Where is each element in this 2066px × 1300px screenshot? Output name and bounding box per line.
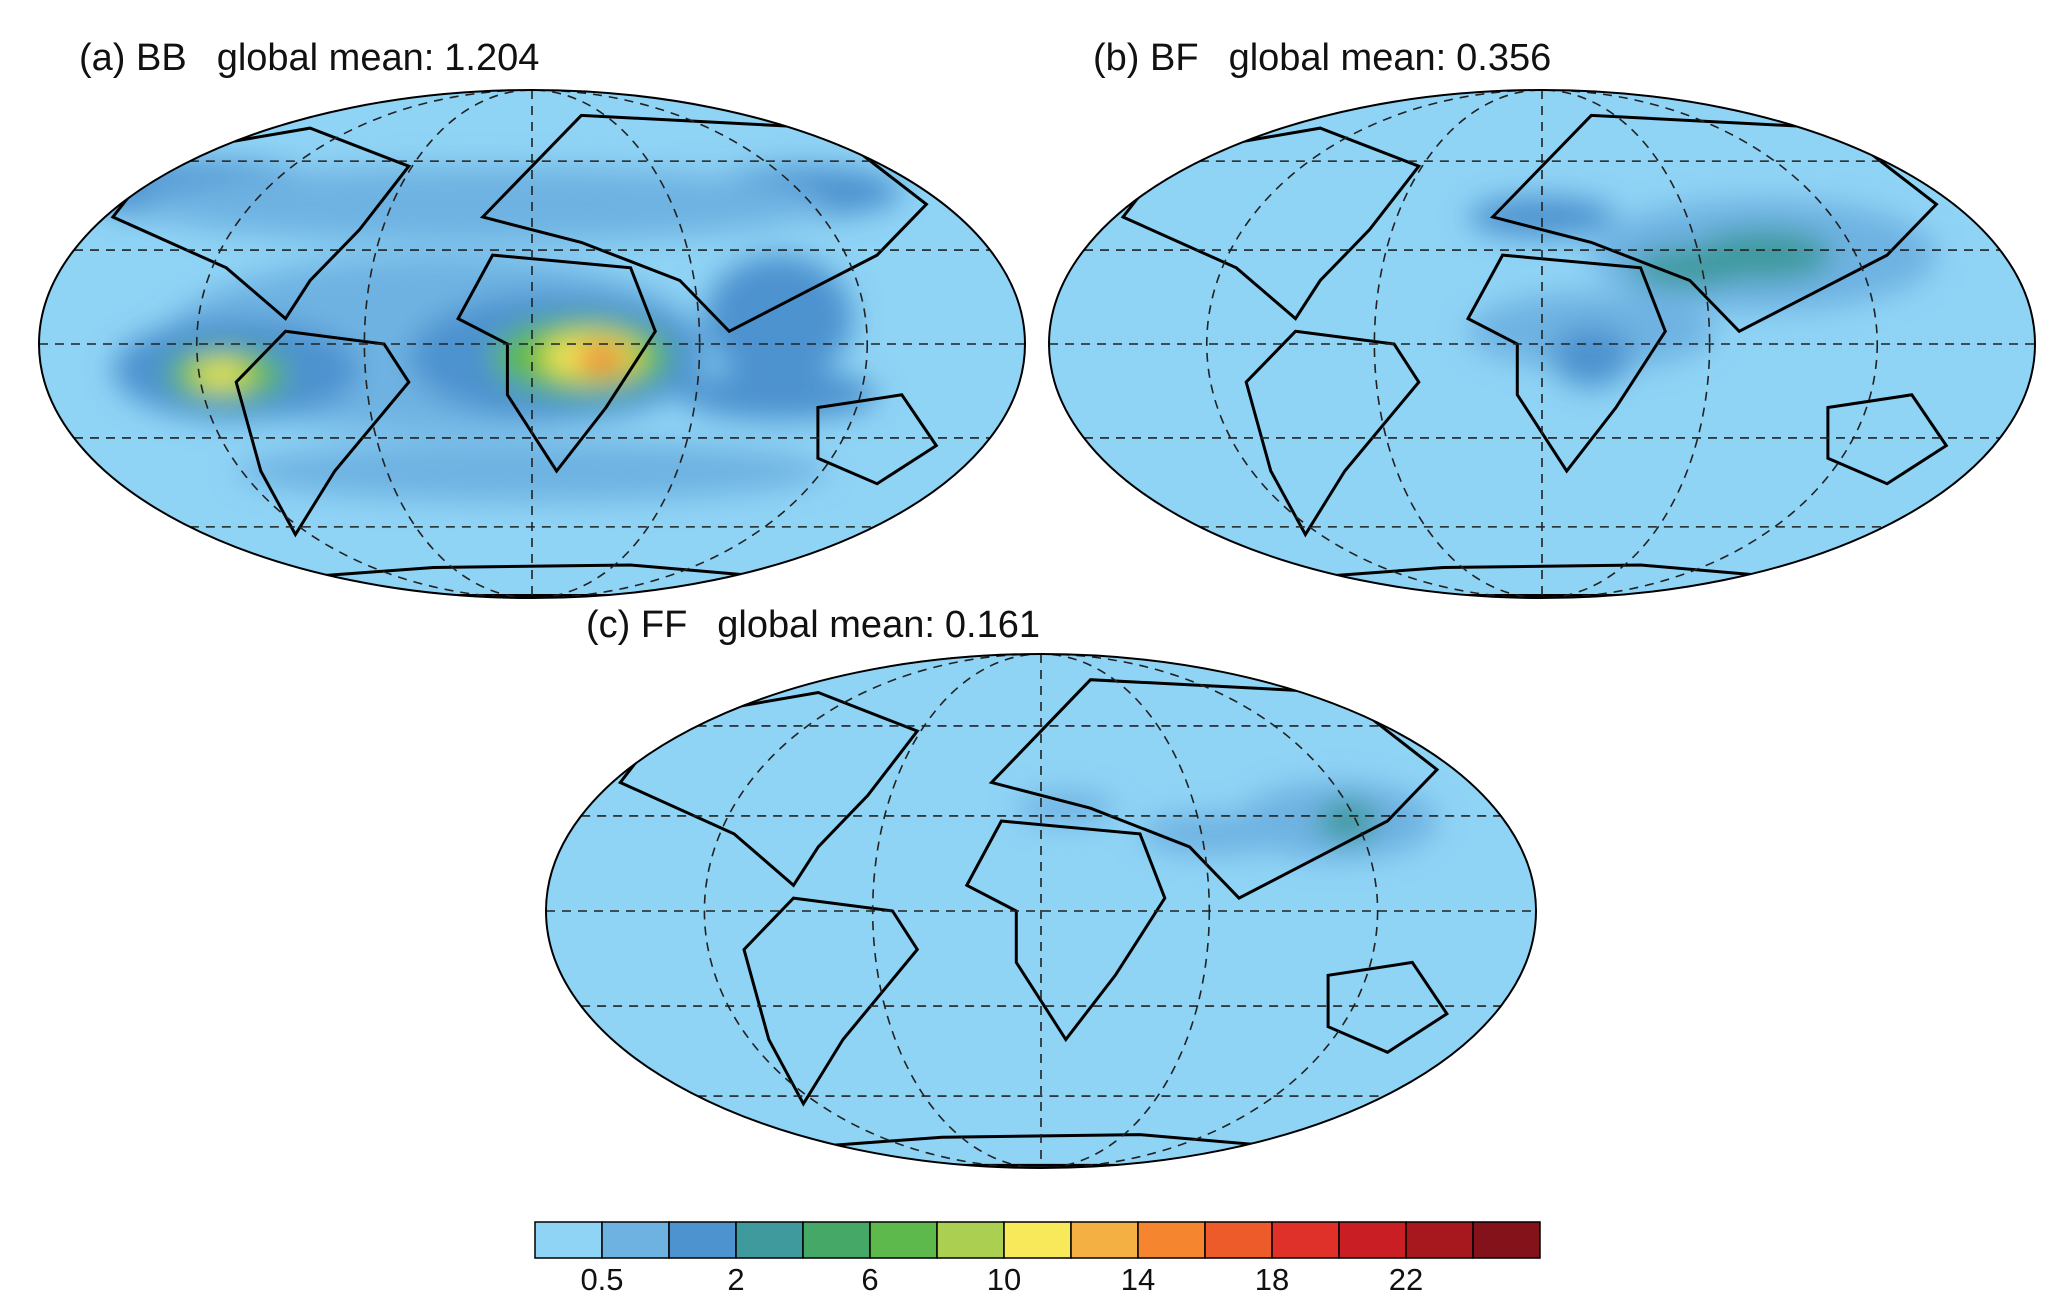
coastline [1489, 113, 1939, 334]
coastline [964, 819, 1167, 1043]
concentration-patch [1140, 813, 1289, 855]
mean-value: 1.204 [444, 37, 539, 79]
map-field [39, 90, 1025, 598]
panel-label: (a) BB [79, 37, 187, 79]
colorbar-box [601, 1221, 670, 1259]
coastline [617, 690, 920, 888]
coastline [742, 896, 920, 1107]
colorbar-box [668, 1221, 737, 1259]
coastline [1465, 253, 1667, 474]
mean-value: 0.161 [945, 604, 1040, 646]
coastline [1244, 329, 1421, 538]
colorbar-box [1137, 1221, 1206, 1259]
colorbar-box [534, 1221, 603, 1259]
map-panel: (a) BB global mean: 1.204 [38, 37, 1026, 599]
meridian [195, 90, 869, 598]
coastline [456, 253, 657, 474]
map-panel: (c) FF global mean: 0.161 [545, 604, 1537, 1169]
coastline [234, 329, 411, 538]
panel-title: (c) FF global mean: 0.161 [586, 604, 1040, 646]
coastline [1826, 393, 1949, 486]
colorbar-box [1070, 1221, 1139, 1259]
map-panel: (b) BF global mean: 0.356 [1048, 37, 2036, 599]
colorbar-label: 14 [1121, 1262, 1155, 1297]
mean-label: global mean: [717, 604, 935, 646]
concentration-patch [576, 346, 626, 372]
meridian [703, 654, 1379, 1168]
colorbar-label: 2 [727, 1262, 744, 1297]
colorbar-box [1472, 1221, 1541, 1259]
panel-label: (c) FF [586, 604, 687, 646]
meridian [1205, 90, 1879, 598]
map-border [1048, 89, 2036, 599]
colorbar-box [1204, 1221, 1273, 1259]
concentration-patch [1318, 800, 1378, 842]
colorbar-label: 22 [1389, 1262, 1423, 1297]
colorbar-box [1338, 1221, 1407, 1259]
map-border [38, 89, 1026, 599]
colorbar-box [936, 1221, 1005, 1259]
colorbar: 0.5 2 6 10 14 18 22 [534, 1221, 1541, 1297]
coastline [479, 113, 929, 334]
panel-title: (a) BB global mean: 1.204 [79, 37, 539, 79]
colorbar-label: 10 [987, 1262, 1021, 1297]
colorbar-box [735, 1221, 804, 1259]
colorbar-box [802, 1221, 871, 1259]
colorbar-box [869, 1221, 938, 1259]
concentration-patch [1551, 326, 1631, 388]
coastline [1326, 960, 1449, 1054]
concentration-patch [679, 369, 878, 421]
meridian [871, 654, 1211, 1168]
colorbar-box [1271, 1221, 1340, 1259]
meridian [363, 90, 701, 598]
concentration-patch [1016, 792, 1116, 824]
coastline [1120, 126, 1422, 321]
concentration-field [1016, 782, 1437, 860]
colorbar-box [1003, 1221, 1072, 1259]
mean-label: global mean: [1229, 37, 1447, 79]
map-border [545, 653, 1537, 1169]
concentration-patch [236, 440, 828, 502]
mean-value: 0.356 [1456, 37, 1551, 79]
concentration-patch [1630, 247, 1750, 289]
colorbar-label: 0.5 [580, 1262, 623, 1297]
colorbar-box [1405, 1221, 1474, 1259]
colorbar-label: 6 [861, 1262, 878, 1297]
panel-label: (b) BF [1093, 37, 1199, 79]
colorbar-label: 18 [1255, 1262, 1289, 1297]
meridian [1373, 90, 1711, 598]
concentration-patch [704, 255, 853, 383]
coastline [988, 678, 1440, 900]
map-field [546, 654, 1536, 1168]
coastline [816, 393, 939, 486]
panel-title: (b) BF global mean: 0.356 [1093, 37, 1551, 79]
concentration-patch [1468, 196, 1616, 238]
coastline [110, 126, 412, 321]
map-field [1049, 90, 2035, 598]
concentration-patch [137, 166, 828, 243]
mean-label: global mean: [217, 37, 435, 79]
